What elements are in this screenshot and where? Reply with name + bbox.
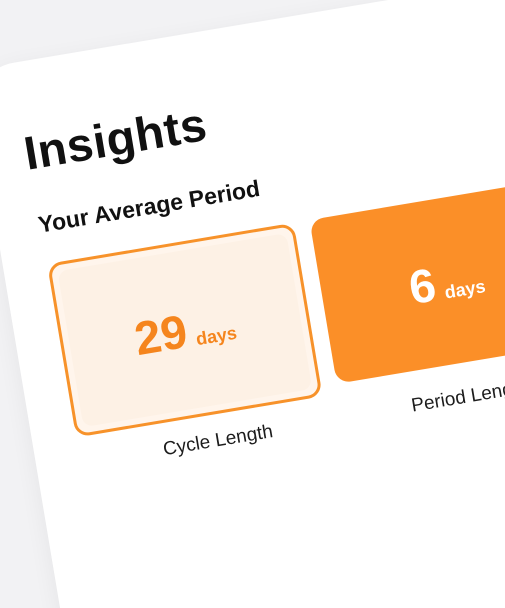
cycle-length-card-inner: 29 days <box>57 233 313 428</box>
cycle-length-value: 29 days <box>130 299 239 365</box>
period-length-number: 6 <box>404 257 440 314</box>
page-title: Insights <box>20 97 211 180</box>
cycle-length-label: Cycle Length <box>161 421 275 461</box>
period-length-label: Period Length <box>409 376 505 417</box>
cycle-length-number: 29 <box>130 303 191 365</box>
period-length-unit: days <box>443 275 487 303</box>
cycle-length-unit: days <box>194 322 239 349</box>
section-title: Your Average Period <box>36 175 262 238</box>
period-length-value: 6 days <box>404 252 487 314</box>
period-length-card[interactable]: 6 days <box>309 178 505 384</box>
cycle-length-card[interactable]: 29 days <box>47 222 323 438</box>
